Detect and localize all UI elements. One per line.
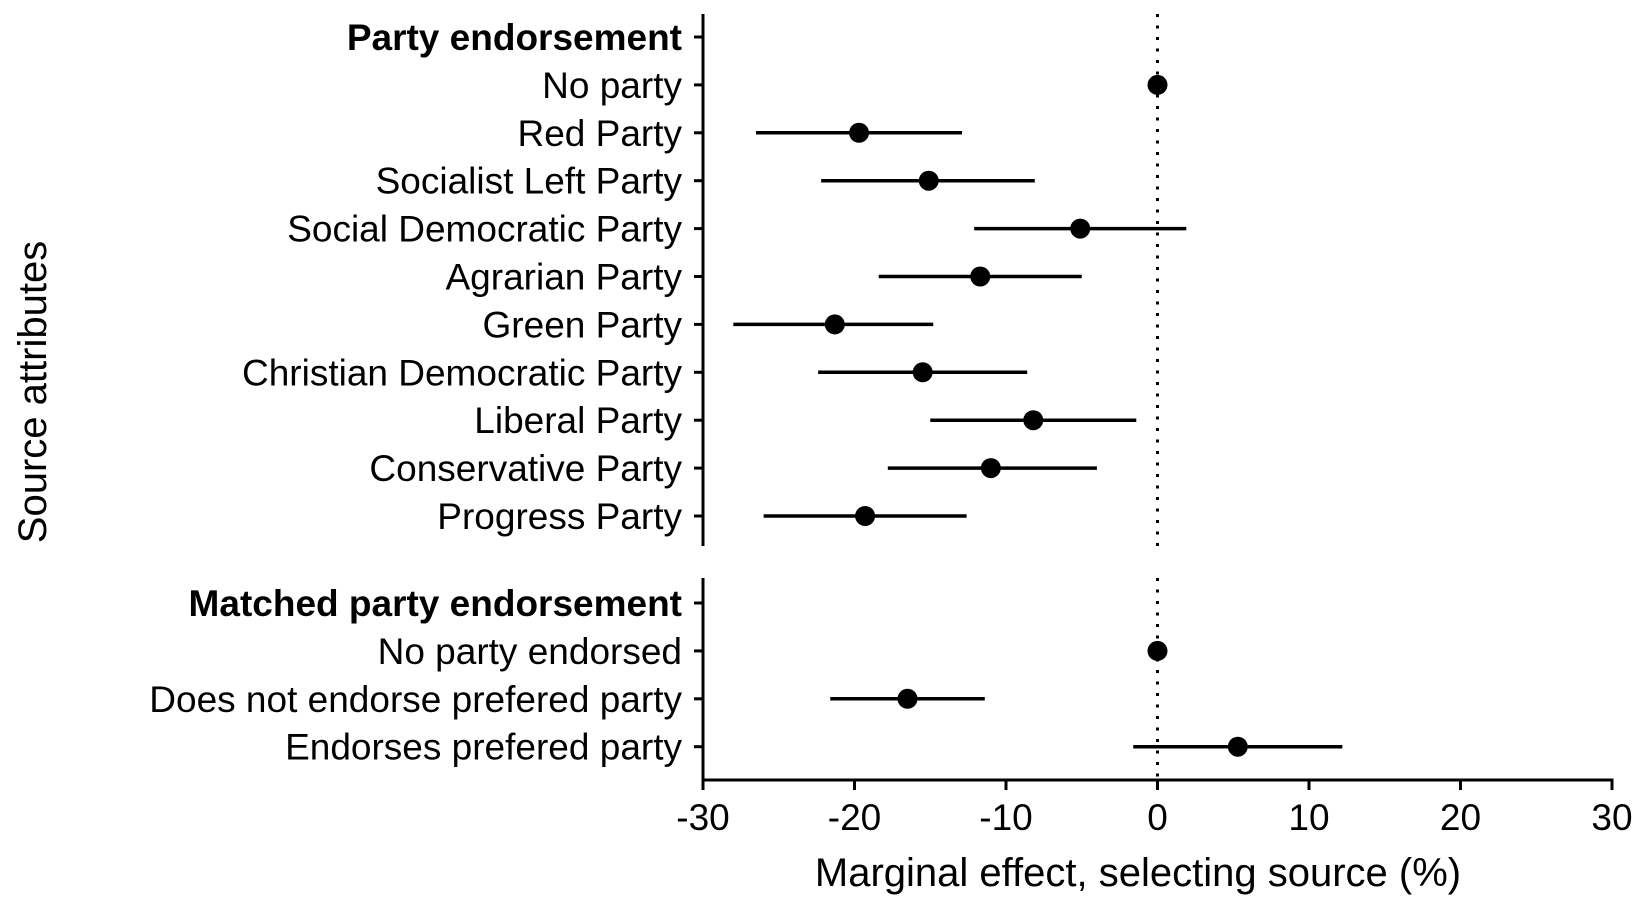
point-estimate (1227, 736, 1248, 757)
x-axis-title: Marginal effect, selecting source (%) (815, 851, 1461, 895)
point-estimate (1147, 640, 1168, 661)
x-tick-label: -30 (676, 797, 729, 838)
row-label: Does not endorse prefered party (149, 679, 682, 720)
row-label: Christian Democratic Party (242, 352, 683, 393)
row-label: Conservative Party (369, 448, 682, 489)
row-label: No party endorsed (378, 631, 682, 672)
point-estimate (855, 506, 876, 526)
row-label: Social Democratic Party (287, 209, 682, 250)
row-label: Green Party (483, 304, 683, 345)
panel-2: Matched party endorsement No party endors… (149, 578, 1343, 780)
point-estimate (1070, 218, 1091, 239)
x-tick-label: -20 (828, 797, 881, 838)
row-label: Red Party (517, 113, 682, 154)
row-label: Agrarian Party (446, 257, 683, 298)
point-estimate (824, 314, 845, 335)
point-estimate (970, 266, 991, 287)
point-estimate (918, 170, 939, 191)
point-estimate (1147, 74, 1168, 95)
x-tick-label: -10 (979, 797, 1032, 838)
y-axis-title: Source attributes (11, 241, 55, 543)
point-estimate (897, 688, 918, 709)
x-axis: -30 -20 -10 0 10 20 30 (676, 778, 1633, 838)
point-estimate (980, 458, 1001, 479)
panels-group: Party endorsement No party Red Party Social… (149, 14, 1343, 780)
row-label: Liberal Party (474, 400, 682, 441)
row-label: Endorses prefered party (285, 727, 682, 768)
x-tick-label: 30 (1591, 797, 1632, 838)
x-tick-label: 20 (1440, 797, 1481, 838)
panel-heading-label: Party endorsement (347, 17, 682, 58)
row-label: Socialist Left Party (376, 161, 683, 202)
x-tick-label: 10 (1288, 797, 1329, 838)
point-estimate (849, 122, 870, 143)
point-estimate (912, 362, 933, 383)
row-label: No party (542, 65, 682, 106)
point-estimate (1023, 410, 1044, 431)
panel-heading-label: Matched party endorsement (189, 583, 682, 624)
x-tick-label: 0 (1147, 797, 1168, 838)
row-label: Progress Party (437, 496, 682, 537)
panel-1: Party endorsement No party Red Party Social… (242, 14, 1187, 546)
